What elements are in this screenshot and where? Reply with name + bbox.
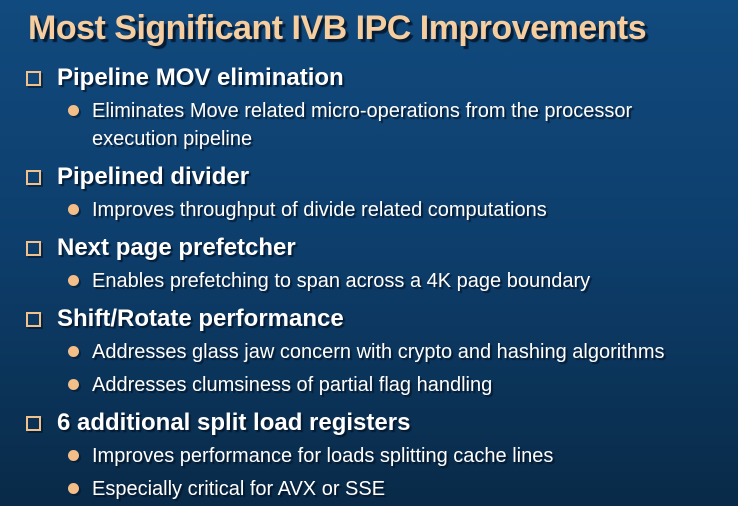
sub-bullet-item: Eliminates Move related micro-operations… [0, 97, 738, 153]
bullet-item-split-load-registers: 6 additional split load registers [0, 409, 738, 437]
sub-bullet-item: Addresses clumsiness of partial flag han… [0, 371, 738, 399]
square-bullet-icon [26, 312, 41, 328]
bullet-label: Pipeline MOV elimination [57, 64, 344, 92]
sub-bullet-item: Improves performance for loads splitting… [0, 442, 738, 470]
bullet-label: Next page prefetcher [57, 234, 296, 262]
sub-bullet-text: Especially critical for AVX or SSE [92, 478, 386, 501]
sub-bullet-item: Improves throughput of divide related co… [0, 196, 738, 224]
sub-bullet-item: Enables prefetching to span across a 4K … [0, 267, 738, 295]
circle-bullet-icon [68, 105, 79, 117]
bullet-label: 6 additional split load registers [57, 409, 411, 437]
circle-bullet-icon [68, 379, 79, 391]
bullet-list: Pipeline MOV elimination Eliminates Move… [0, 64, 738, 503]
square-bullet-icon [26, 170, 41, 186]
square-bullet-icon [26, 241, 41, 257]
circle-bullet-icon [68, 204, 79, 216]
circle-bullet-icon [68, 450, 79, 462]
sub-bullet-text: Improves performance for loads splitting… [92, 445, 554, 468]
sub-bullet-item: Addresses glass jaw concern with crypto … [0, 338, 738, 366]
bullet-item-next-page-prefetcher: Next page prefetcher [0, 234, 738, 262]
sub-bullet-text: Addresses clumsiness of partial flag han… [92, 374, 493, 397]
sub-bullet-item: Especially critical for AVX or SSE [0, 475, 738, 503]
square-bullet-icon [26, 71, 41, 87]
square-bullet-icon [26, 416, 41, 432]
sub-bullet-text: Eliminates Move related micro-operations… [92, 100, 633, 151]
bullet-label: Shift/Rotate performance [57, 305, 344, 333]
bullet-item-shift-rotate: Shift/Rotate performance [0, 305, 738, 333]
bullet-item-pipelined-divider: Pipelined divider [0, 163, 738, 191]
bullet-item-pipeline-mov: Pipeline MOV elimination [0, 64, 738, 92]
bullet-label: Pipelined divider [57, 163, 250, 191]
slide-title: Most Significant IVB IPC Improvements [28, 9, 647, 47]
circle-bullet-icon [68, 346, 79, 358]
sub-bullet-text: Improves throughput of divide related co… [92, 199, 547, 222]
circle-bullet-icon [68, 483, 79, 495]
sub-bullet-text: Enables prefetching to span across a 4K … [92, 270, 591, 293]
sub-bullet-text: Addresses glass jaw concern with crypto … [92, 341, 665, 364]
circle-bullet-icon [68, 275, 79, 287]
